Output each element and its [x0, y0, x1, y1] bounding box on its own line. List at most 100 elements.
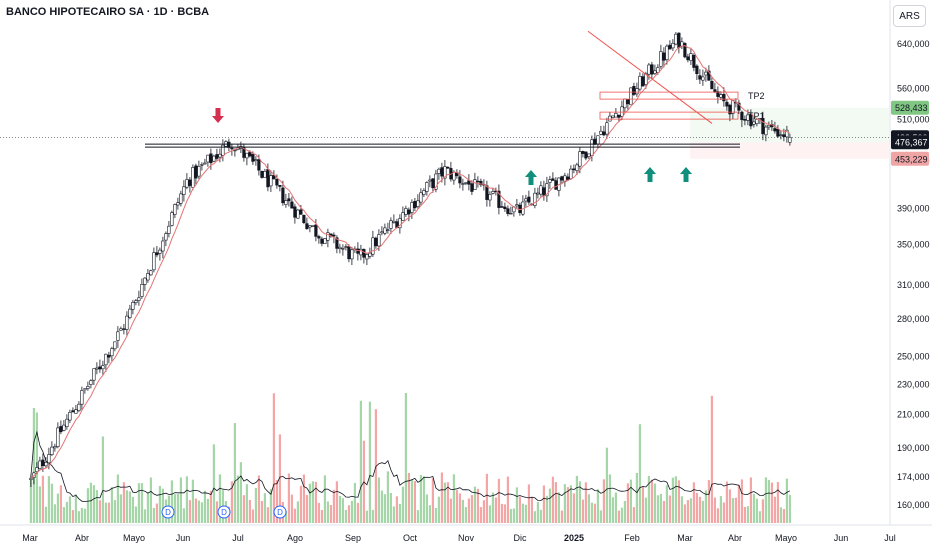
candle-body: [716, 91, 720, 97]
candle-body: [116, 331, 120, 341]
drawing-tools[interactable]: TP2 TP1: [145, 30, 765, 185]
tp-price-label-bg: [891, 100, 929, 115]
candle-body: [434, 173, 438, 190]
currency-button[interactable]: ARS: [893, 5, 926, 27]
candle-body: [104, 353, 108, 366]
volume-bar: [47, 476, 50, 523]
volume-bar: [161, 488, 164, 523]
candle: [653, 64, 657, 75]
volume-bar: [671, 477, 674, 523]
candle-body: [674, 33, 678, 45]
candle-body: [701, 76, 705, 81]
volume-bar: [401, 486, 404, 523]
dividend-label: D: [277, 508, 283, 517]
candle: [350, 246, 354, 265]
x-tick-label: Sep: [345, 533, 361, 543]
candle-body: [446, 167, 450, 169]
candle-body: [287, 198, 291, 202]
volume-bar: [359, 400, 362, 523]
candle: [242, 143, 246, 162]
volume-bar: [650, 479, 653, 523]
candle-body: [476, 180, 480, 183]
candle-body: [698, 75, 702, 80]
candle-body: [257, 159, 261, 171]
volume-bar: [755, 498, 758, 523]
buy-arrow-icon: [525, 170, 537, 185]
y-tick-label: 230,000: [897, 379, 930, 389]
volume-bar: [443, 482, 446, 523]
candle: [692, 53, 696, 72]
x-tick-label: Jul: [232, 533, 244, 543]
volume-bar: [563, 484, 566, 523]
dividend-marker: D: [161, 505, 175, 519]
candle-body: [506, 208, 510, 214]
volume-bar: [41, 475, 44, 523]
volume-bar: [722, 502, 725, 523]
candle: [389, 217, 393, 234]
candle-body: [173, 204, 177, 215]
candle-body: [365, 254, 369, 260]
candle-body: [500, 206, 504, 208]
entry-price-label-text: 476,367: [895, 138, 928, 148]
candle-body: [392, 220, 396, 223]
candle-body: [59, 426, 63, 433]
candle: [428, 175, 432, 188]
volume-bar: [170, 480, 173, 523]
candle-body: [629, 87, 633, 106]
candle: [305, 217, 309, 230]
volume-bar: [101, 436, 104, 523]
candle: [155, 246, 159, 258]
volume-bar: [497, 478, 500, 523]
volume-bar: [128, 491, 131, 523]
candle-body: [29, 478, 33, 480]
candle-body: [473, 179, 477, 190]
candle-body: [554, 180, 558, 190]
x-tick-label: Mar: [22, 533, 38, 543]
candle-body: [212, 155, 216, 162]
candle: [626, 99, 630, 110]
volume-bar: [290, 494, 293, 523]
volume-bar: [182, 508, 185, 523]
volume-bar: [338, 495, 341, 523]
volume-bar: [245, 484, 248, 523]
candle-body: [470, 183, 474, 192]
stop-price-label-text: 453,229: [895, 154, 928, 164]
volume-bar: [107, 502, 110, 523]
volume-bar: [191, 479, 194, 523]
candle: [284, 193, 288, 208]
candle: [68, 409, 72, 424]
candle: [779, 130, 783, 140]
candle-body: [71, 410, 75, 413]
candle-body: [578, 151, 582, 167]
volume-bar: [728, 489, 731, 523]
x-tick-label: Dic: [514, 533, 527, 543]
candle-body: [773, 128, 777, 132]
volume-bar: [332, 489, 335, 523]
candle-body: [299, 209, 303, 215]
volume-bar: [512, 508, 515, 523]
candle-body: [218, 153, 222, 158]
volume-bar: [392, 506, 395, 523]
candle: [182, 180, 186, 202]
volume-bar: [683, 504, 686, 523]
candle-body: [266, 169, 270, 188]
candle-body: [584, 151, 588, 159]
candle-body: [686, 56, 690, 61]
tp2-zone: [599, 91, 739, 100]
candle-body: [290, 201, 294, 209]
time-axis[interactable]: Mar Abr Mayo Jun Jul Ago Sep Oct Nov Dic 2025 Feb Ma…: [22, 533, 896, 543]
candle-body: [125, 315, 129, 330]
buy-arrow-icon: [644, 167, 656, 182]
volume-bar: [680, 496, 683, 523]
candle: [458, 170, 462, 189]
candle: [404, 205, 408, 217]
volume-bar: [398, 503, 401, 523]
candle: [260, 170, 264, 179]
candle: [545, 176, 549, 202]
candle-body: [338, 246, 342, 249]
candle: [620, 100, 624, 121]
candle: [194, 163, 198, 186]
candle: [698, 69, 702, 84]
